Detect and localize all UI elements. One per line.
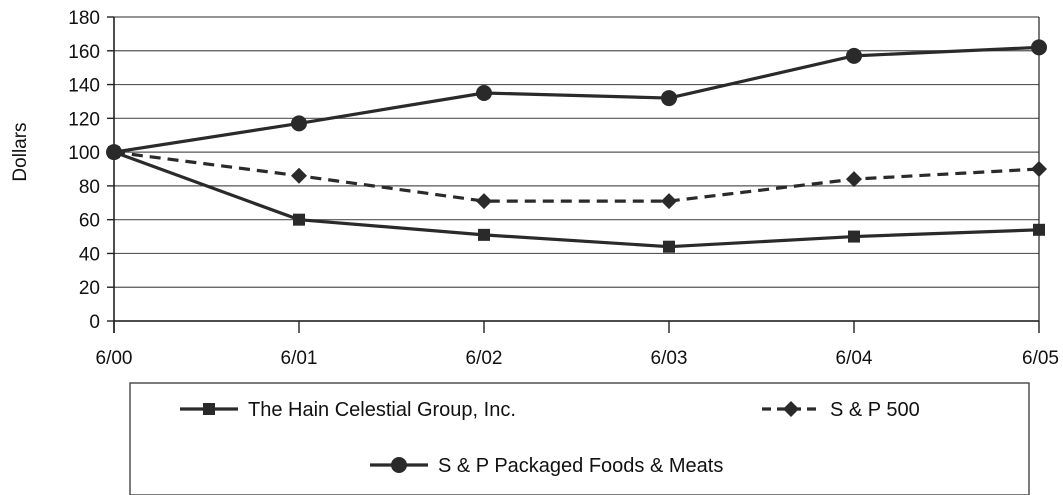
square-marker xyxy=(1033,223,1045,236)
circle-marker xyxy=(391,457,407,473)
square-marker xyxy=(293,213,305,226)
diamond-marker xyxy=(783,401,799,417)
circle-marker xyxy=(846,47,862,64)
circle-marker xyxy=(476,85,492,101)
x-tick-label: 6/04 xyxy=(836,348,873,369)
x-tick-label: 6/02 xyxy=(466,348,503,369)
circle-marker xyxy=(661,90,677,107)
y-tick-label: 120 xyxy=(68,109,100,130)
series-line xyxy=(113,150,1040,249)
legend-label: S & P Packaged Foods & Meats xyxy=(438,455,723,477)
legend-label: S & P 500 xyxy=(830,399,920,421)
diamond-marker xyxy=(661,193,677,210)
circle-marker xyxy=(106,144,122,161)
y-axis-title: Dollars xyxy=(10,122,31,181)
square-marker xyxy=(663,240,675,253)
x-tick-label: 6/00 xyxy=(96,348,133,369)
circle-marker xyxy=(1031,39,1047,56)
y-tick-label: 160 xyxy=(68,42,100,63)
y-tick-label: 20 xyxy=(79,278,100,299)
diamond-marker xyxy=(1031,161,1047,177)
diamond-marker xyxy=(291,167,307,184)
x-tick-labels: 6/00 6/01 6/02 6/03 6/04 6/05 xyxy=(96,348,1059,369)
y-tick-label: 40 xyxy=(79,244,100,265)
series-group xyxy=(106,39,1047,253)
x-tick-label: 6/01 xyxy=(281,348,318,369)
diamond-marker xyxy=(846,171,862,188)
x-tick-label: 6/03 xyxy=(651,348,688,369)
series-line xyxy=(113,150,1040,203)
y-tick-label: 180 xyxy=(68,8,100,29)
circle-marker xyxy=(291,115,307,132)
diamond-marker xyxy=(476,193,492,210)
y-tick-label: 100 xyxy=(68,143,100,164)
square-marker xyxy=(848,230,860,243)
y-tick-label: 80 xyxy=(79,177,100,198)
grid-lines xyxy=(114,16,1039,322)
axes xyxy=(107,16,1040,333)
series-square xyxy=(108,146,1045,253)
series-line xyxy=(113,45,1040,154)
y-tick-label: 60 xyxy=(79,211,100,232)
x-tick-label: 6/05 xyxy=(1022,348,1059,369)
y-tick-label: 140 xyxy=(68,76,100,97)
legend-box xyxy=(129,382,1030,495)
legend-label: The Hain Celestial Group, Inc. xyxy=(248,399,516,421)
y-tick-label: 0 xyxy=(89,312,100,333)
square-marker xyxy=(203,403,215,415)
series-circle xyxy=(106,39,1047,161)
legend: The Hain Celestial Group, Inc. S & P 500 S… xyxy=(129,382,1030,495)
square-marker xyxy=(478,228,490,241)
y-tick-labels: 0 20 40 60 80 100 120 140 160 180 xyxy=(68,8,100,333)
